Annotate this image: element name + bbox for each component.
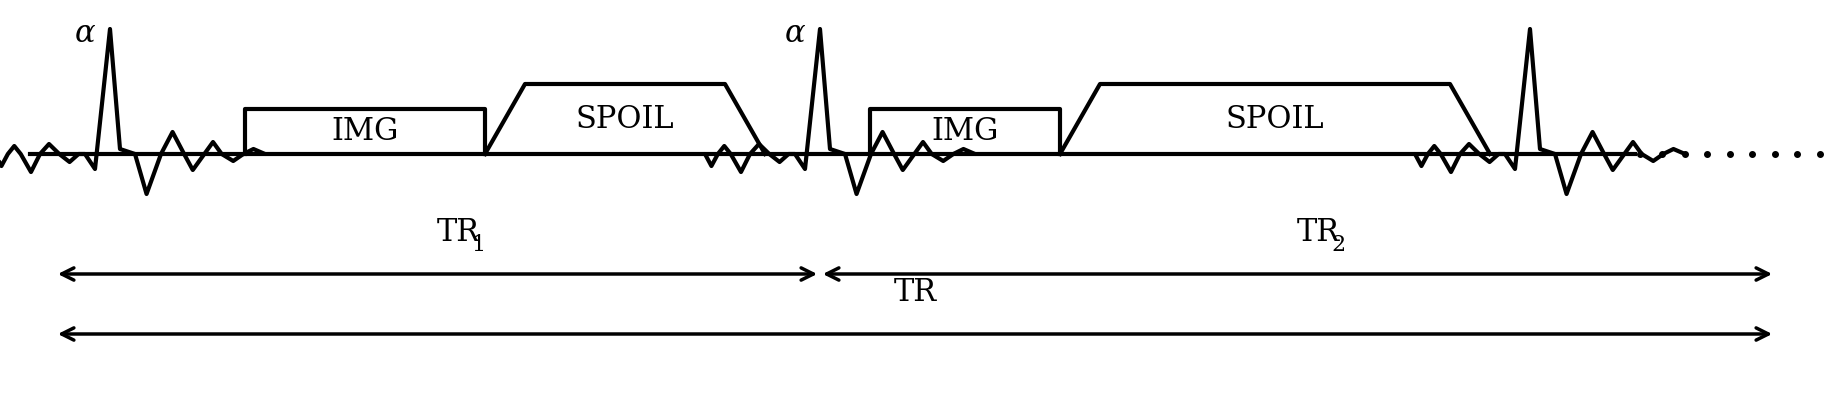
Text: IMG: IMG [931,116,997,147]
Text: α: α [785,18,805,49]
Text: SPOIL: SPOIL [1224,104,1323,135]
Text: TR: TR [437,216,479,247]
Text: 1: 1 [470,234,485,255]
Text: IMG: IMG [331,116,399,147]
Text: 2: 2 [1330,234,1345,255]
Text: TR: TR [893,276,937,307]
Text: TR: TR [1296,216,1340,247]
Text: α: α [75,18,95,49]
Text: SPOIL: SPOIL [575,104,673,135]
